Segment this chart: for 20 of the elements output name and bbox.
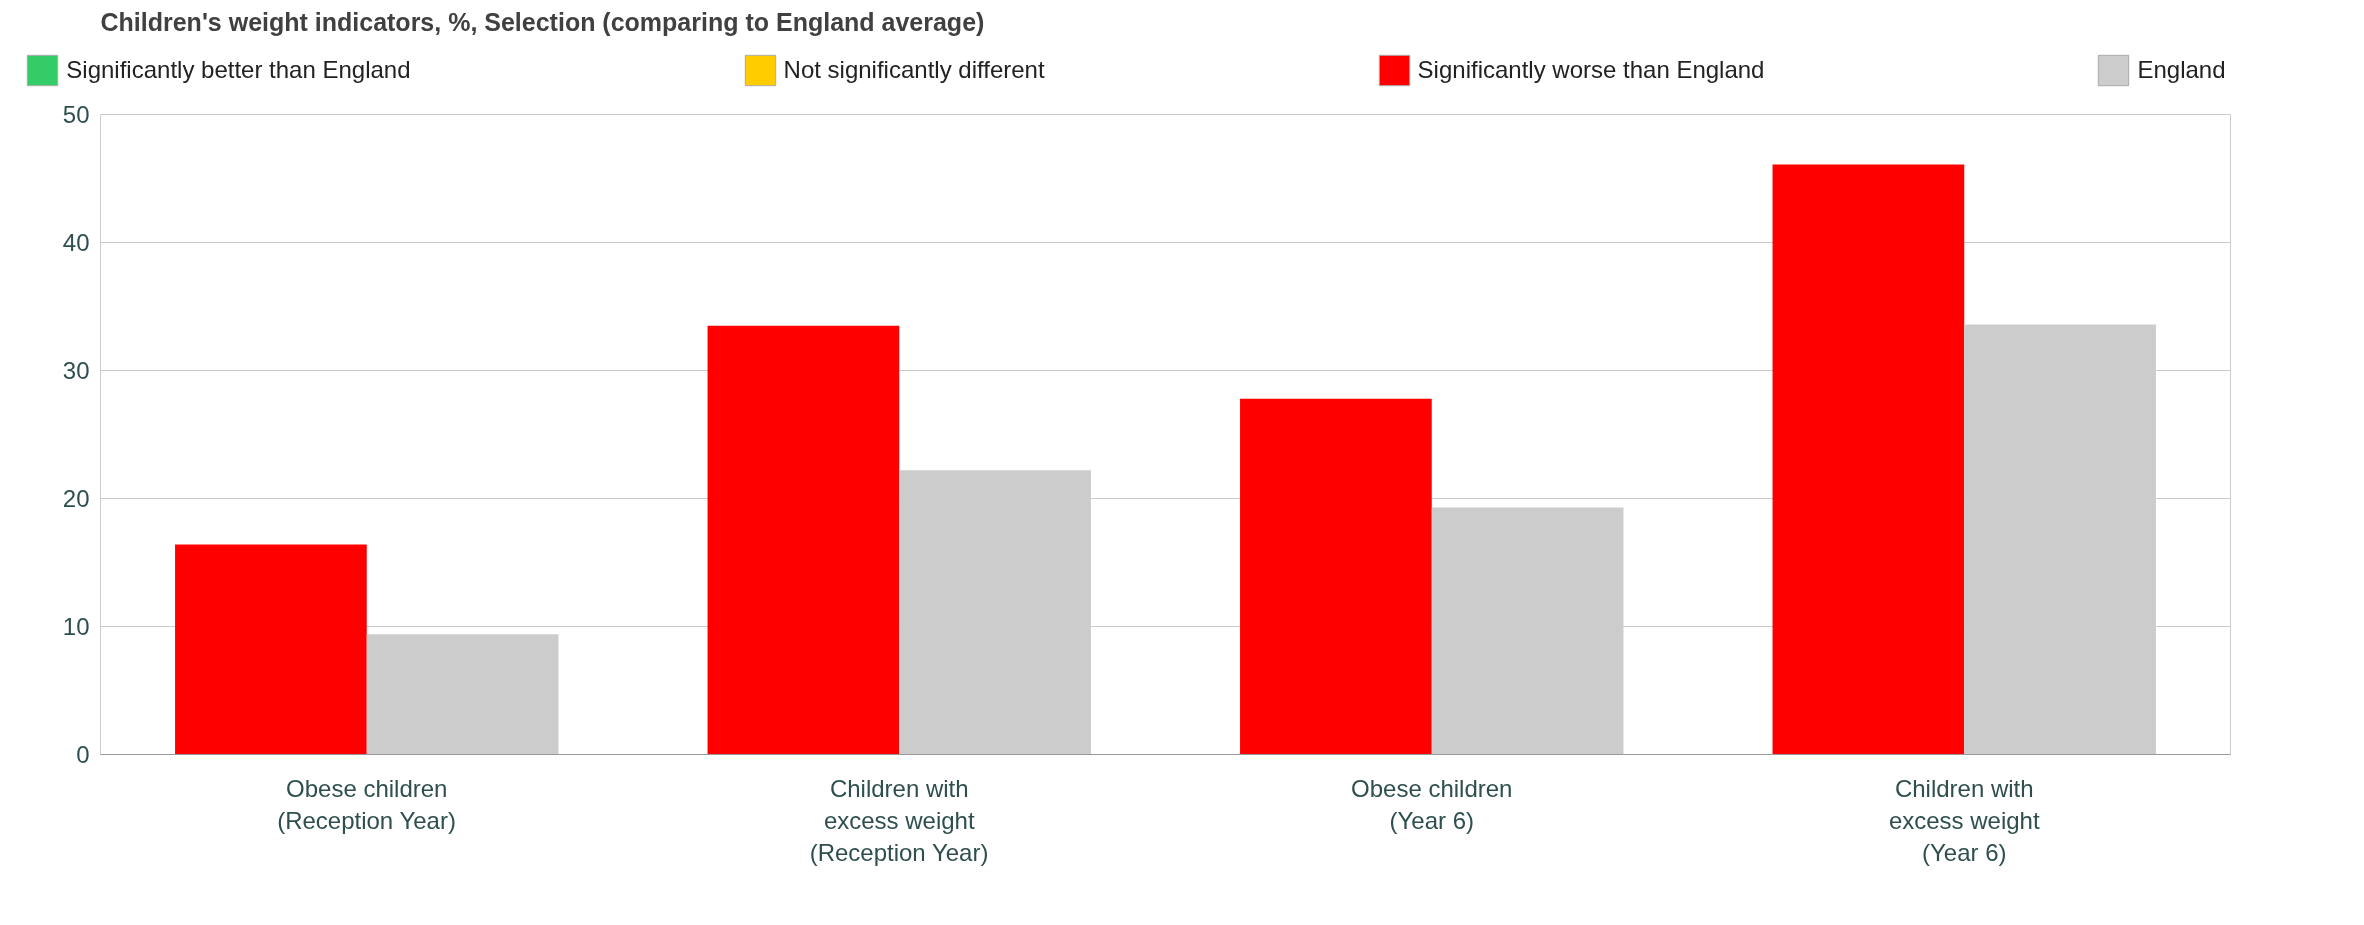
y-tick-label: 30 (62, 357, 90, 384)
x-tick-label: Obese children (Reception Year) (277, 774, 456, 834)
y-tick-label: 0 (76, 741, 90, 768)
legend-label: England (2137, 56, 2226, 84)
bar (1772, 164, 1965, 755)
legend-label: Not significantly different (783, 56, 1045, 84)
legend-label: Significantly worse than England (1417, 56, 1765, 84)
legend-label: Significantly better than England (66, 56, 411, 84)
y-tick-label: 20 (62, 485, 90, 512)
y-tick-label: 10 (62, 613, 90, 640)
bar (1240, 398, 1432, 755)
bar (366, 634, 559, 755)
x-tick-label: Children with excess weight (Reception Year) (809, 774, 989, 867)
chart-title: Children's weight indicators, %, Selection (comparing to England average) (100, 7, 985, 36)
bar (707, 325, 900, 755)
y-tick-label: 50 (62, 101, 90, 128)
x-tick-label: Obese children (Year 6) (1351, 774, 1513, 834)
bar (175, 544, 367, 755)
y-tick-label: 40 (62, 229, 90, 256)
x-tick-label: Children with excess weight (Year 6) (1888, 774, 2040, 867)
